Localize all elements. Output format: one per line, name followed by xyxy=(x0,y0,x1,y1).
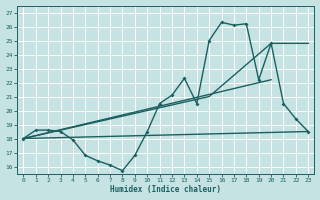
X-axis label: Humidex (Indice chaleur): Humidex (Indice chaleur) xyxy=(110,185,221,194)
